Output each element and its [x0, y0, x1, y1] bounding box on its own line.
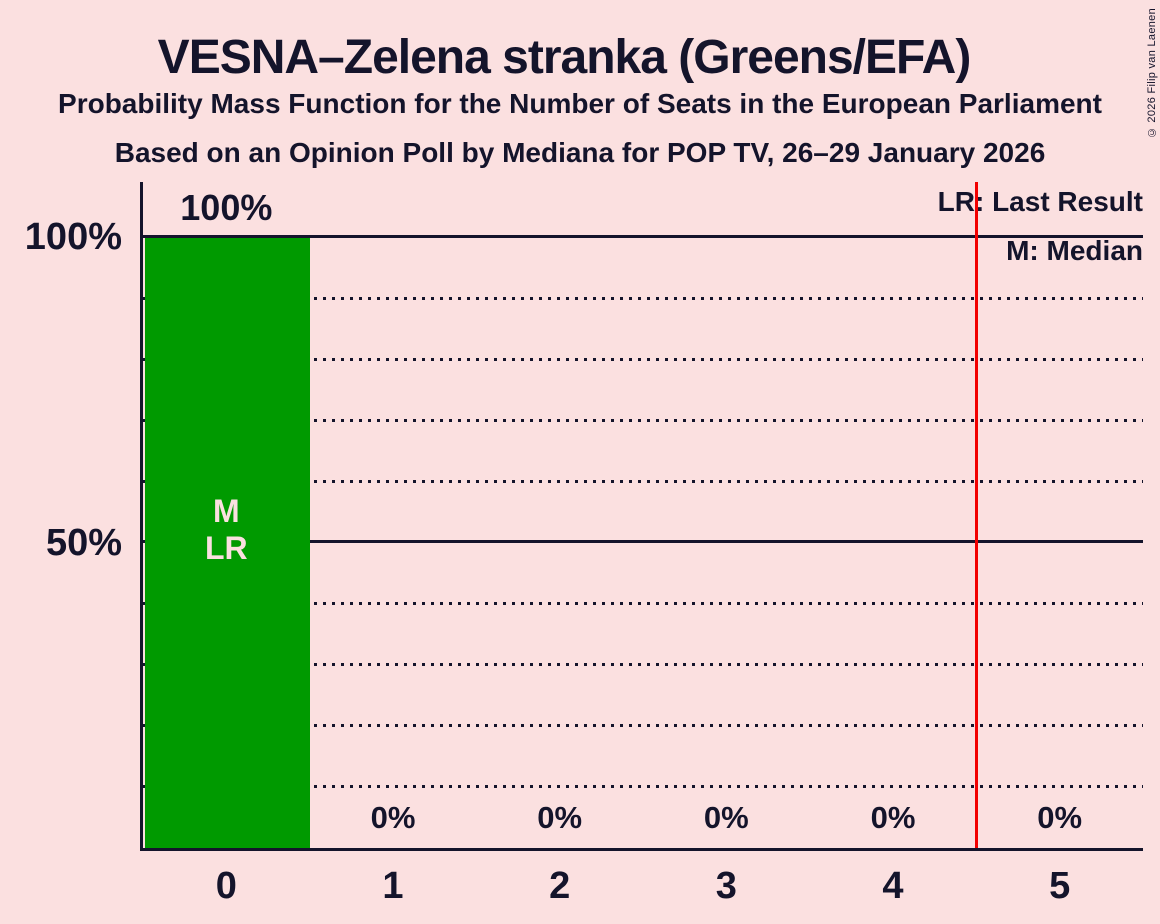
- median-last-result-annotation: M LR: [143, 493, 310, 567]
- gridline-dotted-20: [143, 724, 1143, 728]
- chart-subtitle: Probability Mass Function for the Number…: [58, 88, 1102, 119]
- copyright-note: © 2026 Filip van Laenen: [1146, 8, 1158, 139]
- bar-value-label-2: 0%: [537, 800, 583, 835]
- x-axis-tick-0: 0: [215, 865, 237, 907]
- annotation-line-m: M: [213, 492, 240, 529]
- x-axis-tick-3: 3: [715, 865, 737, 907]
- gridline-dotted-40: [143, 602, 1143, 606]
- x-axis-tick-4: 4: [882, 865, 904, 907]
- gridline-dotted-10: [143, 785, 1143, 789]
- gridline-solid-100: [143, 234, 1143, 238]
- y-axis-tick-100: 100%: [24, 216, 122, 258]
- plot-area: 100% 0% 0% 0% 0% 0% 0 1 2 3 4 5 M LR: [140, 182, 1143, 907]
- bar-value-label-3: 0%: [703, 800, 749, 835]
- x-axis-tick-5: 5: [1049, 865, 1071, 907]
- bar-value-label-0: 100%: [180, 186, 273, 228]
- annotation-line-lr: LR: [205, 529, 248, 566]
- red-threshold-line: [974, 182, 978, 848]
- gridline-dotted-90: [143, 297, 1143, 301]
- x-axis-tick-1: 1: [382, 865, 404, 907]
- bar-value-label-1: 0%: [370, 800, 416, 835]
- gridline-solid-50: [143, 539, 1143, 543]
- pmf-bar-0: [145, 237, 310, 848]
- x-axis-tick-2: 2: [549, 865, 571, 907]
- gridline-dotted-60: [143, 480, 1143, 484]
- bar-value-label-5: 0%: [1037, 800, 1083, 835]
- legend-median: M: Median: [1006, 235, 1143, 266]
- bar-value-label-4: 0%: [870, 800, 916, 835]
- chart-title: VESNA–Zelena stranka (Greens/EFA): [157, 31, 972, 84]
- y-axis-tick-50: 50%: [45, 522, 122, 564]
- legend-last-result: LR: Last Result: [937, 186, 1143, 217]
- gridline-dotted-30: [143, 663, 1143, 667]
- chart-source-line: Based on an Opinion Poll by Mediana for …: [114, 137, 1046, 168]
- gridline-dotted-70: [143, 419, 1143, 423]
- gridline-dotted-80: [143, 358, 1143, 362]
